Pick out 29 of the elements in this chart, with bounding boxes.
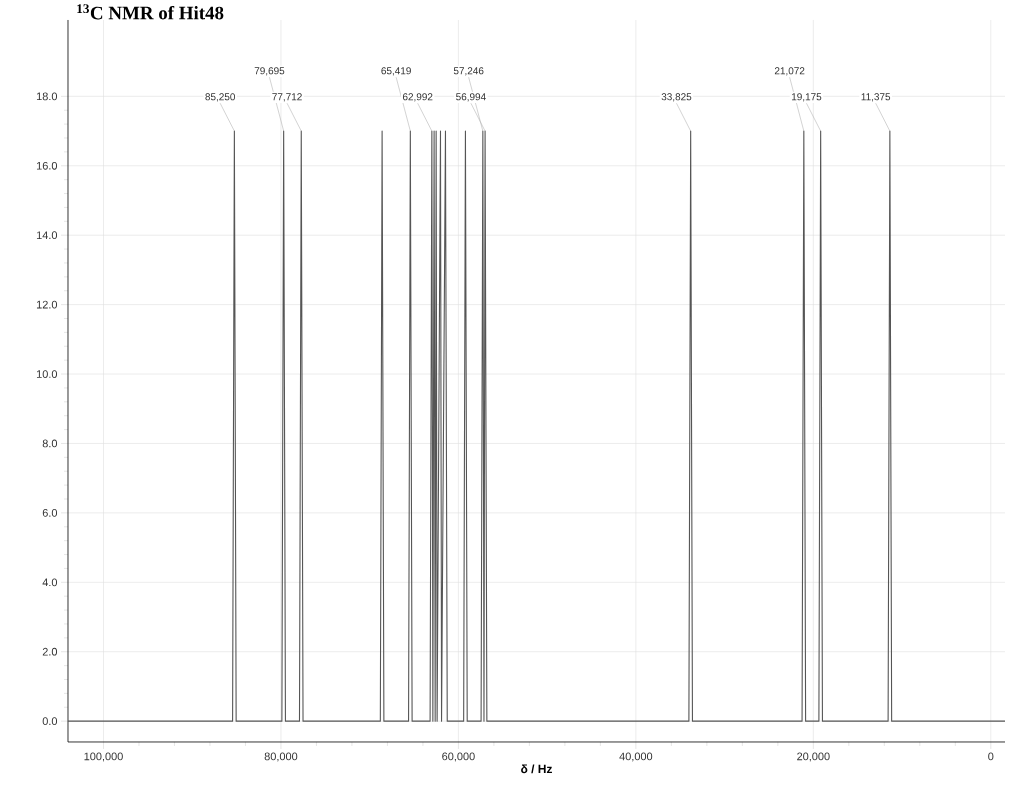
y-tick-label: 0.0 bbox=[42, 717, 58, 726]
x-tick-label: 60,000 bbox=[442, 752, 475, 762]
y-tick-label: 4.0 bbox=[42, 578, 58, 587]
y-tick-label: 12.0 bbox=[36, 300, 58, 309]
x-tick-label: 80,000 bbox=[264, 752, 298, 762]
annotation: 19,175 bbox=[791, 93, 822, 102]
y-tick-label: 6.0 bbox=[42, 509, 58, 517]
annotation: 79,695 bbox=[254, 67, 285, 76]
annotation: 33,825 bbox=[661, 93, 692, 102]
annotation: 57,246 bbox=[453, 67, 484, 76]
annotation: 62,992 bbox=[402, 93, 433, 102]
y-tick-label: 18.0 bbox=[36, 92, 58, 101]
x-axis-title: δ / Hz bbox=[521, 764, 552, 774]
x-tick-label: 20,000 bbox=[797, 752, 830, 762]
annotation: 11,375 bbox=[861, 93, 891, 102]
x-tick-label: 40,000 bbox=[619, 752, 653, 762]
annotation: 65,419 bbox=[381, 67, 411, 76]
y-tick-label: 2.0 bbox=[42, 647, 58, 656]
y-tick-label: 16.0 bbox=[36, 161, 58, 170]
annotation: 85,250 bbox=[205, 93, 236, 102]
x-tick-label: 100,000 bbox=[84, 752, 123, 762]
annotation: 21,072 bbox=[774, 67, 805, 76]
annotation: 77,712 bbox=[272, 93, 302, 102]
y-tick-label: 14.0 bbox=[36, 231, 58, 240]
y-tick-label: 8.0 bbox=[42, 439, 58, 448]
x-tick-label: 0 bbox=[988, 752, 994, 761]
y-tick-label: 10.0 bbox=[36, 370, 58, 378]
annotation: 56,994 bbox=[456, 93, 486, 102]
chart-title: $^{13}$C NMR of Hit48 bbox=[77, 4, 224, 20]
